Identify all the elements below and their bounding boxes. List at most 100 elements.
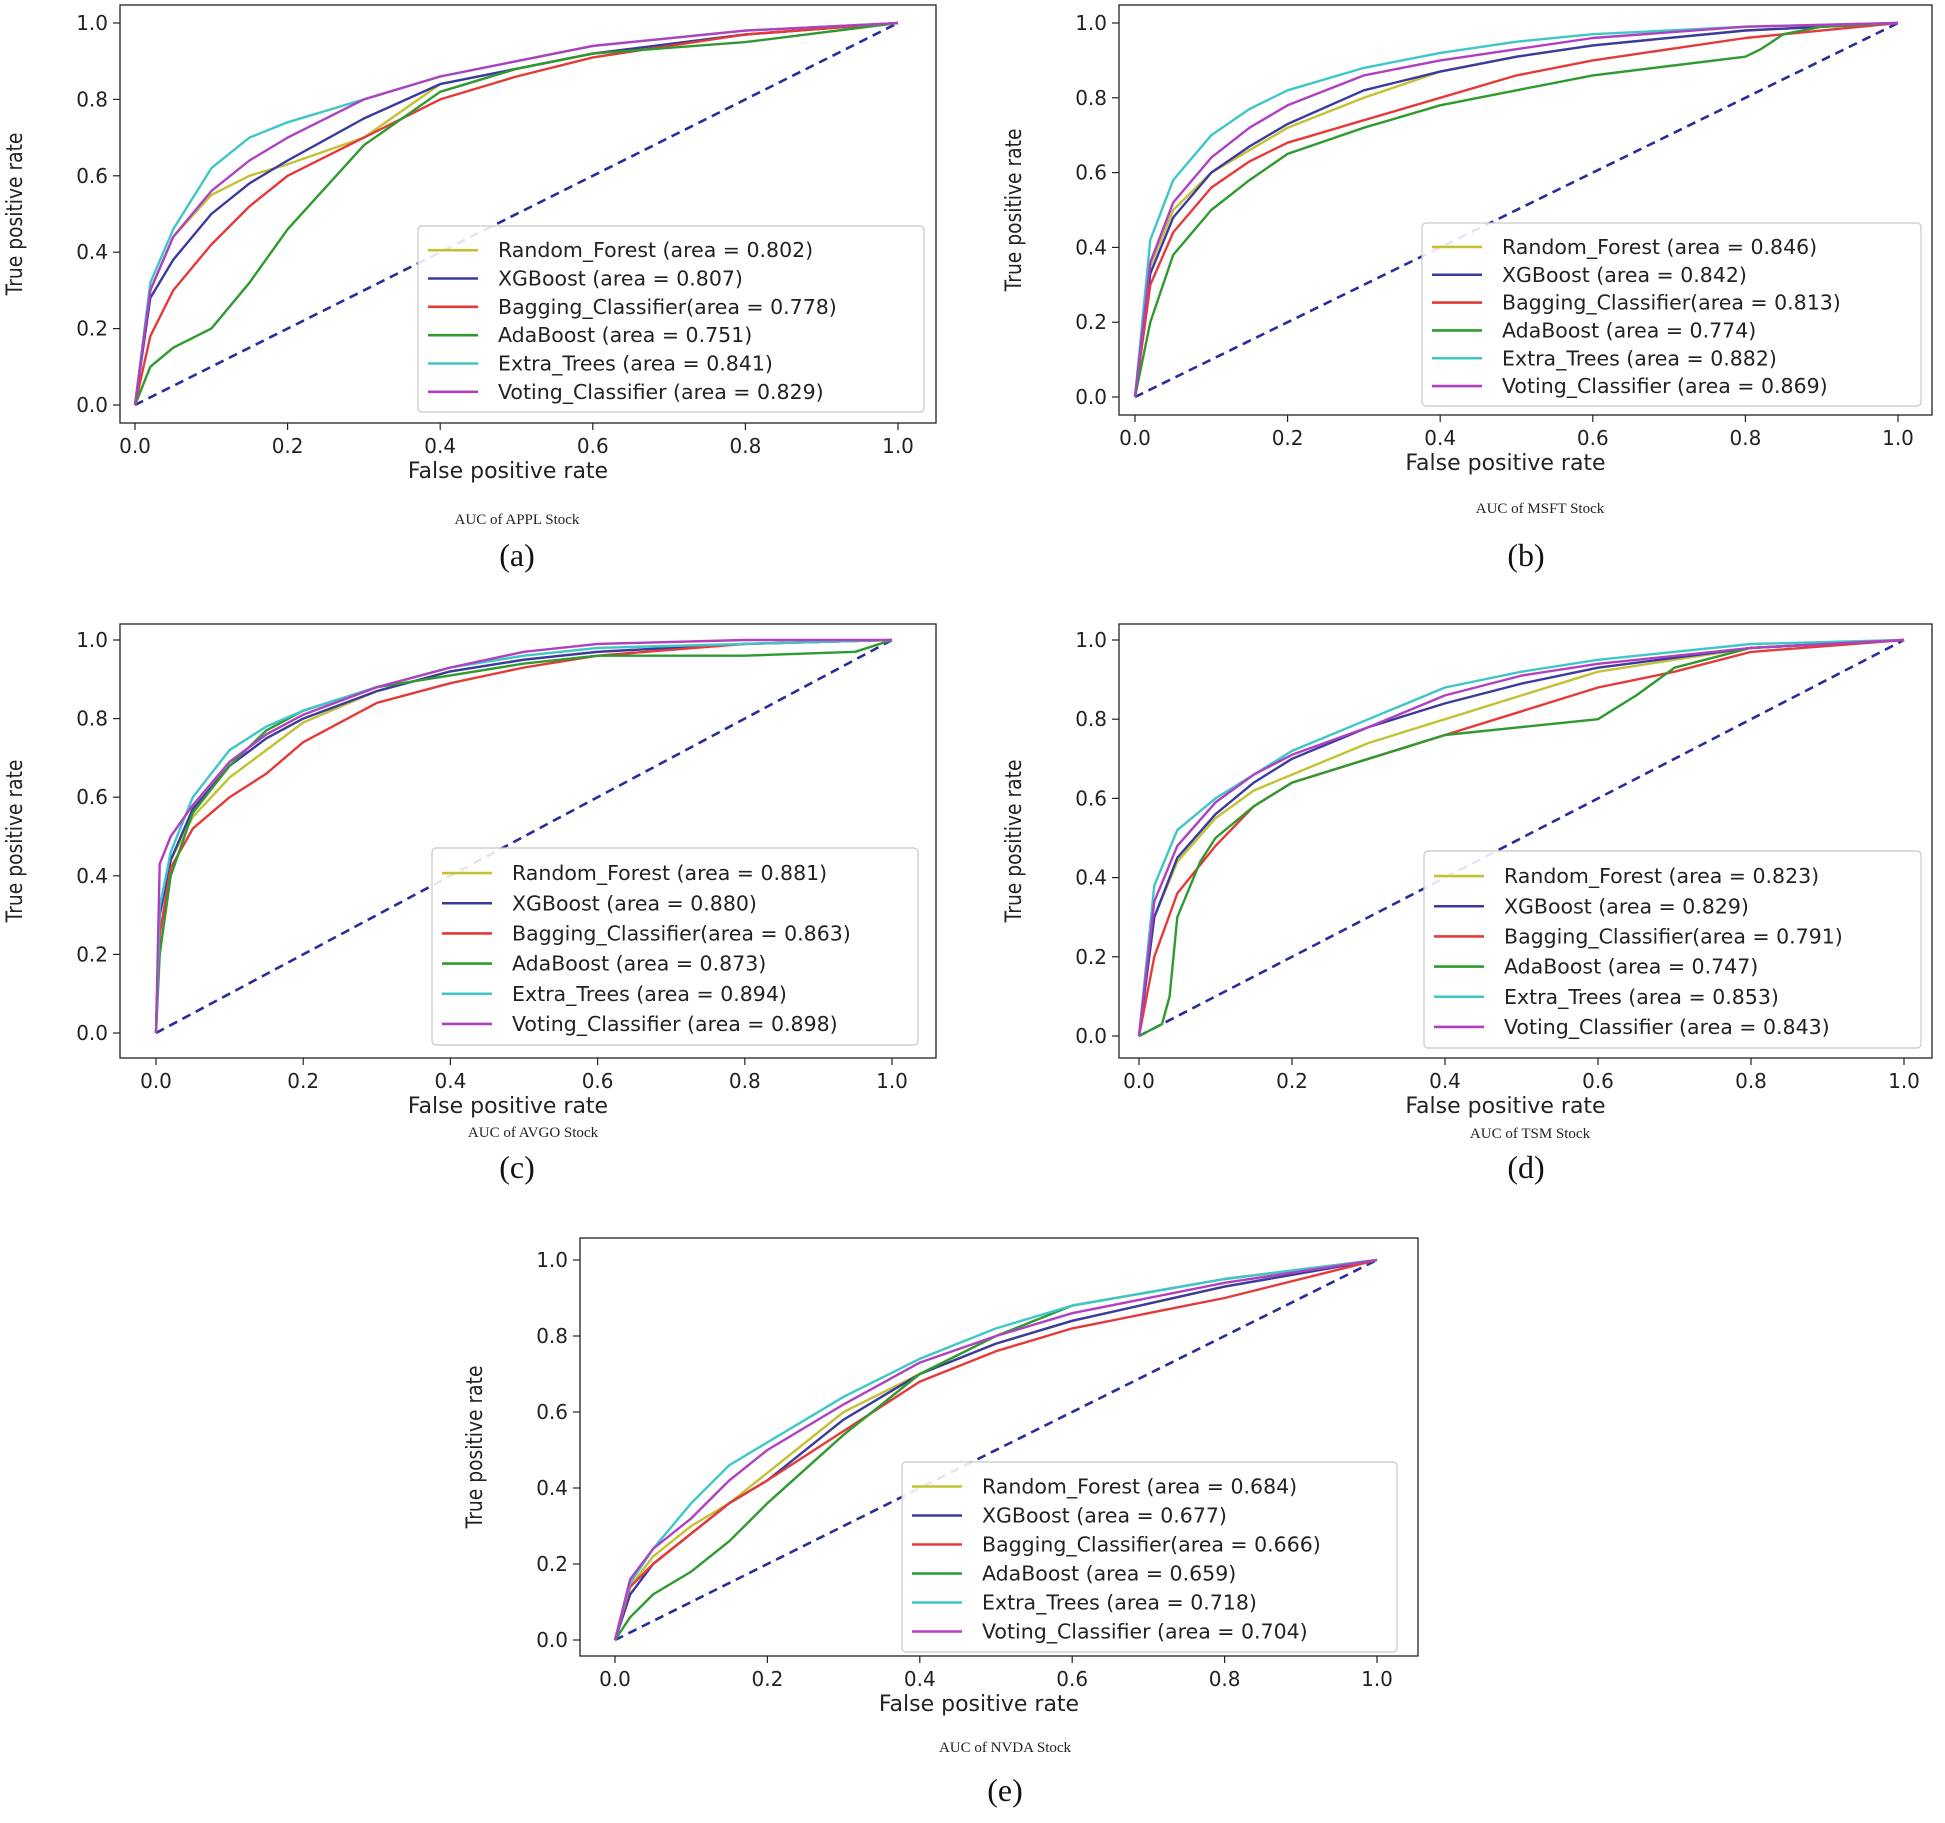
roc-line-voting-classifier [1137,638,1905,1037]
legend-label: AdaBoost (area = 0.747) [1504,955,1758,979]
y-tick-label: 0.8 [536,1324,568,1348]
x-tick-label: 0.8 [1729,426,1761,450]
roc-line-extra-trees [154,638,893,1034]
roc-line-adaboost [1138,638,1905,1038]
legend-label: Voting_Classifier (area = 0.829) [498,380,824,405]
x-axis-label: False positive rate [408,459,608,484]
y-tick-label: 1.0 [1075,11,1107,35]
chance-diagonal-line [134,21,899,407]
legend-label: Bagging_Classifier(area = 0.863) [512,921,851,946]
legend-label: XGBoost (area = 0.880) [512,891,757,915]
legend-label: Bagging_Classifier(area = 0.666) [982,1533,1321,1558]
chance-diagonal-line [1134,21,1899,399]
y-tick-label: 1.0 [76,628,108,652]
x-tick-label: 1.0 [1888,1069,1920,1093]
x-tick-label: 1.0 [882,434,914,458]
panel-label: (d) [1507,1149,1544,1185]
y-tick-label: 0.4 [1075,866,1107,890]
x-tick-label: 0.0 [1119,426,1151,450]
chance-diagonal-line [1138,638,1905,1038]
x-tick-label: 0.4 [1424,426,1456,450]
y-tick-label: 0.2 [536,1552,568,1576]
panel-label: (c) [499,1149,535,1185]
panel-label: (b) [1507,537,1544,573]
legend: Random_Forest (area = 0.881) XGBoost (are… [431,847,919,1046]
roc-line-xgboost [154,638,893,1034]
y-tick-label: 0.0 [536,1628,568,1652]
legend-label: Bagging_Classifier(area = 0.813) [1502,291,1841,316]
roc-line-extra-trees [1137,638,1905,1037]
legend: Random_Forest (area = 0.802) XGBoost (are… [417,225,925,413]
x-tick-label: 1.0 [1361,1667,1393,1691]
roc-line-adaboost [1133,21,1899,398]
y-tick-label: 1.0 [536,1248,568,1272]
y-tick-label: 0.2 [76,317,108,341]
y-tick-label: 0.0 [76,1021,108,1045]
y-tick-label: 0.6 [1075,786,1107,810]
legend-label: Extra_Trees (area = 0.853) [1504,985,1779,1010]
y-tick-label: 0.0 [1075,385,1107,409]
roc-line-bagging-classifier [133,21,899,406]
roc-line-random-forest [1137,638,1905,1037]
y-tick-label: 0.6 [76,164,108,188]
chart-caption: AUC of AVGO Stock [468,1125,599,1141]
x-tick-label: 0.4 [1429,1069,1461,1093]
y-tick-label: 0.2 [1075,945,1107,969]
chart-caption: AUC of MSFT Stock [1476,501,1605,517]
legend-label: Random_Forest (area = 0.881) [512,861,827,886]
legend-label: XGBoost (area = 0.842) [1502,263,1747,287]
x-axis-label: False positive rate [1405,1094,1605,1119]
y-tick-label: 0.6 [536,1400,568,1424]
legend-label: XGBoost (area = 0.677) [982,1504,1227,1528]
y-tick-label: 0.2 [76,942,108,966]
y-tick-label: 0.8 [76,707,108,731]
legend-label: Random_Forest (area = 0.823) [1504,864,1819,889]
roc-line-bagging-classifier [613,1258,1378,1641]
x-tick-label: 0.2 [287,1069,319,1093]
x-tick-label: 0.6 [1056,1667,1088,1691]
legend: Random_Forest (area = 0.684) XGBoost (are… [901,1461,1398,1653]
y-axis-label: True positive rate [2,760,28,924]
legend-label: Extra_Trees (area = 0.841) [498,352,773,377]
y-axis-label: True positive rate [1001,129,1027,293]
legend: Random_Forest (area = 0.823) XGBoost (are… [1423,850,1922,1049]
x-tick-label: 0.0 [140,1069,172,1093]
x-tick-label: 0.8 [1735,1069,1767,1093]
legend-label: XGBoost (area = 0.807) [498,267,743,291]
panel-label: (a) [499,537,535,573]
chance-diagonal-line [614,1258,1378,1642]
x-axis-label: False positive rate [1405,451,1605,476]
roc-line-voting-classifier [1133,21,1899,398]
legend-box [1421,222,1922,407]
x-tick-label: 0.0 [119,434,151,458]
legend-label: Voting_Classifier (area = 0.704) [982,1620,1308,1645]
y-tick-label: 0.0 [76,393,108,417]
y-tick-label: 0.8 [1075,86,1107,110]
x-tick-label: 0.6 [1582,1069,1614,1093]
x-tick-label: 0.8 [729,434,761,458]
legend-label: Random_Forest (area = 0.684) [982,1475,1297,1500]
legend-label: Extra_Trees (area = 0.882) [1502,346,1777,371]
x-tick-label: 0.2 [1276,1069,1308,1093]
y-axis-label: True positive rate [1001,760,1027,924]
y-tick-label: 0.0 [1075,1024,1107,1048]
y-tick-label: 0.4 [1075,235,1107,259]
x-tick-label: 0.0 [599,1667,631,1691]
chart-panel-a: 0.0 0.2 0.4 0.6 0.8 1.0 0.0 0.2 0.4 0.6 0.8 1.0 Fals… [2,4,937,573]
y-tick-label: 0.6 [76,785,108,809]
chart-panel-d: 0.0 0.2 0.4 0.6 0.8 1.0 0.0 0.2 0.4 0.6 0.8 1.0 Fals… [1001,623,1933,1185]
y-tick-label: 0.8 [76,87,108,111]
chart-caption: AUC of TSM Stock [1470,1126,1591,1142]
roc-line-voting-classifier [133,21,899,406]
roc-line-adaboost [133,21,899,406]
legend-box [417,225,925,413]
y-tick-label: 1.0 [76,11,108,35]
legend-label: Voting_Classifier (area = 0.898) [512,1012,838,1037]
y-tick-label: 0.6 [1075,161,1107,185]
chart-panel-e: 0.0 0.2 0.4 0.6 0.8 1.0 0.0 0.2 0.4 0.6 0.8 1.0 Fals… [462,1237,1419,1808]
legend-label: AdaBoost (area = 0.659) [982,1562,1236,1586]
y-tick-label: 0.2 [1075,310,1107,334]
legend-label: AdaBoost (area = 0.751) [498,323,752,347]
roc-line-extra-trees [1133,21,1899,398]
chart-panel-c: 0.0 0.2 0.4 0.6 0.8 1.0 0.0 0.2 0.4 0.6 0.8 1.0 Fals… [2,623,937,1185]
